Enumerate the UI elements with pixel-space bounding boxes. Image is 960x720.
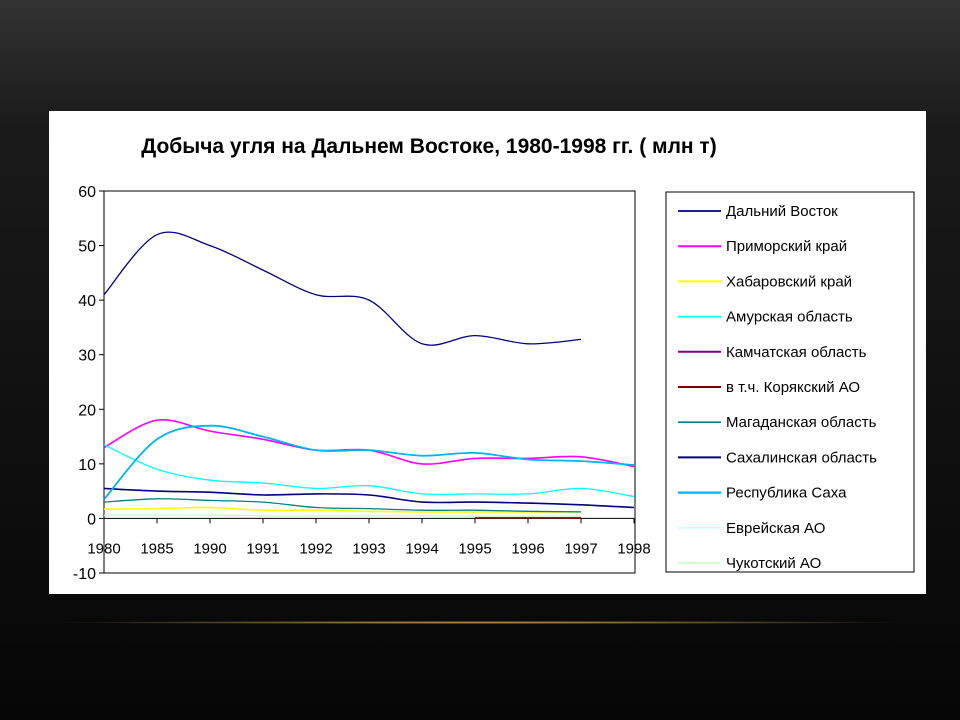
series-line <box>103 498 582 513</box>
legend-label: Республика Саха <box>726 485 847 502</box>
legend-label: Сахалинская область <box>726 449 877 466</box>
legend-label: в т.ч. Корякский АО <box>726 379 860 396</box>
legend-label: Еврейская АО <box>726 520 825 537</box>
series-line <box>103 514 581 517</box>
x-tick-label: 1990 <box>193 540 226 557</box>
line-chart: 60 50 40 30 20 10 0 -10 1980 1985 1990 1991 1992 1993… <box>73 184 915 583</box>
y-tick-label: -10 <box>73 566 96 583</box>
series-line <box>103 444 635 498</box>
legend-label: Хабаровский край <box>726 273 852 290</box>
series-line <box>103 424 635 500</box>
series-line <box>103 418 635 468</box>
x-tick-label: 1995 <box>458 540 491 557</box>
legend-label: Амурская область <box>726 309 853 326</box>
y-tick-label: 40 <box>78 293 96 310</box>
legend-label: Магаданская область <box>726 414 877 431</box>
y-tick-label: 60 <box>78 184 96 201</box>
legend-box <box>665 191 915 573</box>
x-tick-label: 1998 <box>617 540 650 557</box>
x-tick-label: 1994 <box>405 540 438 557</box>
x-tick-label: 1996 <box>511 540 544 557</box>
x-tick-label: 1985 <box>140 540 173 557</box>
y-tick-label: 0 <box>87 511 96 528</box>
x-tick-label: 1992 <box>299 540 332 557</box>
x-tick-label: 1997 <box>564 540 597 557</box>
y-tick-label: 20 <box>78 402 96 419</box>
legend-label: Дальний Восток <box>726 203 838 220</box>
x-tick-label: 1980 <box>87 540 120 557</box>
y-tick-label: 50 <box>78 239 96 256</box>
y-tick-label: 30 <box>78 348 96 365</box>
legend-label: Чукотский АО <box>726 555 821 572</box>
series-line <box>103 487 635 509</box>
series-line <box>103 506 581 513</box>
x-tick-label: 1991 <box>246 540 279 557</box>
x-tick-label: 1993 <box>352 540 385 557</box>
decorative-glow-line <box>60 621 900 624</box>
chart-title: Добыча угля на Дальнем Востоке, 1980-199… <box>141 135 717 158</box>
series-line <box>103 231 582 346</box>
legend-label: Приморский край <box>726 238 847 255</box>
chart-panel: Добыча угля на Дальнем Востоке, 1980-199… <box>49 111 926 594</box>
legend-label: Камчатская область <box>726 344 867 361</box>
y-tick-label: 10 <box>78 457 96 474</box>
